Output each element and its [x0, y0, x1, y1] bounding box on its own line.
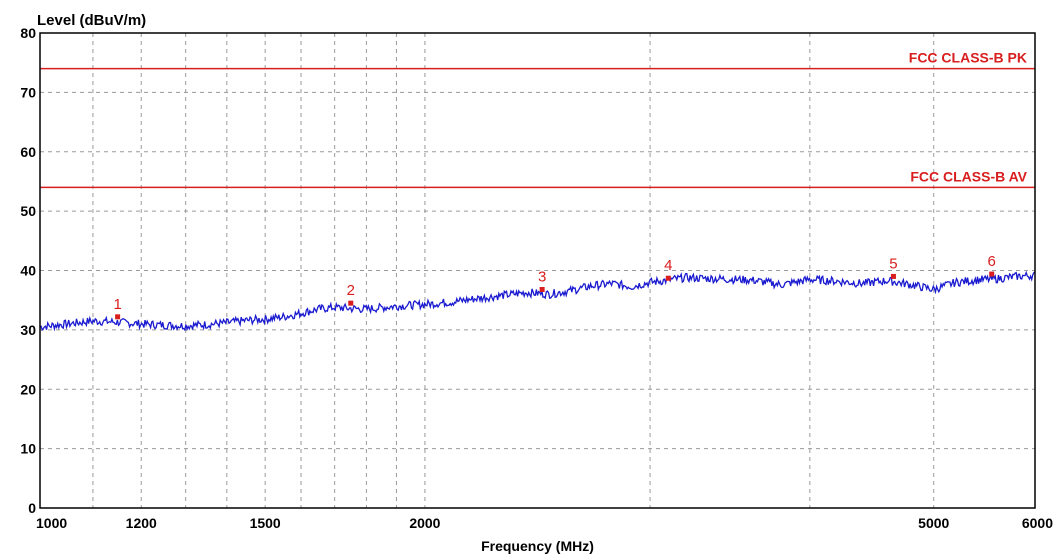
peak-marker-dot	[115, 314, 121, 320]
y-tick-label: 70	[20, 84, 36, 100]
x-tick-label: 1500	[250, 515, 281, 531]
y-tick-label: 20	[20, 381, 36, 397]
peak-marker-dot	[665, 275, 671, 281]
peak-marker-dot	[348, 300, 354, 306]
limit-lines: FCC CLASS-B PK FCC CLASS-B AV	[40, 50, 1035, 189]
x-tick-label: 2000	[409, 515, 440, 531]
y-tick-label: 60	[20, 144, 36, 160]
x-axis-label: Frequency (MHz)	[481, 538, 594, 554]
peak-marker-label: 2	[347, 282, 355, 299]
peak-marker-label: 6	[988, 253, 996, 270]
peak-markers: 1 2 3 4 5 6	[113, 253, 996, 320]
x-tick-label: 5000	[918, 515, 949, 531]
y-tick-label: 80	[20, 25, 36, 41]
x-tick-label: 6000	[1022, 515, 1053, 531]
y-axis-label: Level (dBuV/m)	[37, 12, 146, 29]
y-tick-label: 30	[20, 322, 36, 338]
peak-marker-dot	[890, 273, 896, 279]
peak-marker-dot	[989, 271, 995, 277]
peak-marker-label: 5	[889, 255, 897, 272]
x-tick-label: 1000	[36, 515, 67, 531]
trace-line	[39, 270, 1036, 332]
peak-marker-dot	[539, 287, 545, 292]
y-tick-label: 0	[28, 500, 36, 516]
y-tick-label: 40	[20, 263, 36, 279]
peak-marker-label: 1	[113, 296, 121, 313]
plot-frame	[39, 32, 1036, 509]
measurement-trace	[39, 270, 1036, 332]
peak-marker-label: 4	[664, 257, 672, 274]
x-tick-labels: 1000 1200 1500 2000 5000 6000	[36, 515, 1053, 531]
peak-marker-label: 3	[538, 269, 546, 286]
x-tick-label: 1200	[126, 515, 157, 531]
horizontal-gridlines	[40, 91, 1035, 450]
y-tick-label: 50	[20, 203, 36, 219]
vertical-gridlines	[92, 33, 935, 508]
limit-line-label: FCC CLASS-B PK	[909, 50, 1027, 66]
limit-line-label: FCC CLASS-B AV	[910, 168, 1027, 184]
y-tick-label: 10	[20, 441, 36, 457]
y-tick-labels: 0 10 20 30 40 50 60 70 80	[20, 25, 36, 516]
